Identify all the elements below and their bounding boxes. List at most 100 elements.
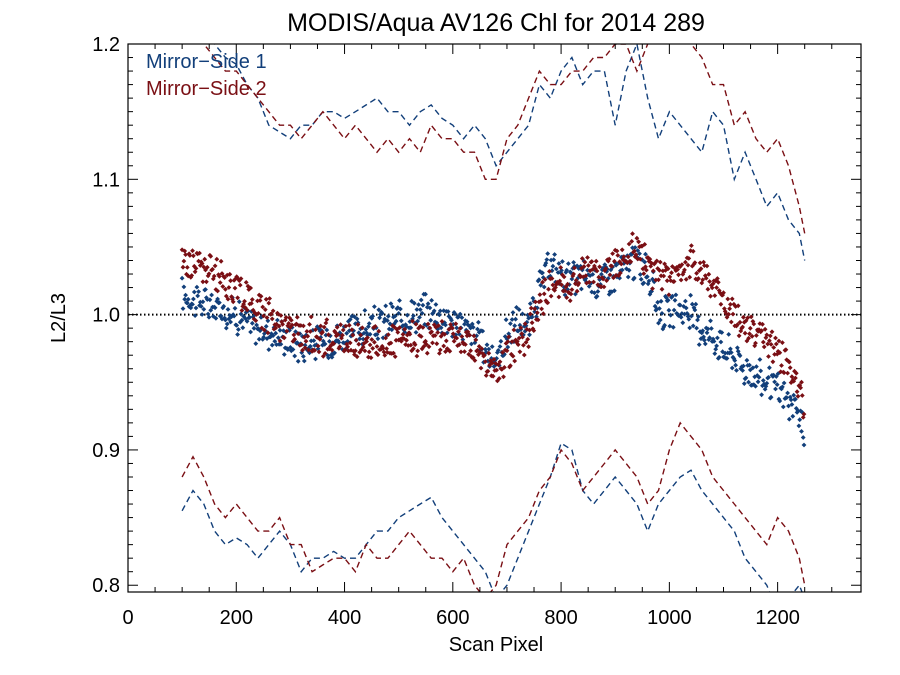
series-2-point bbox=[794, 389, 800, 395]
series-2-point bbox=[302, 345, 308, 351]
series-2-point bbox=[625, 254, 631, 260]
series-1-point bbox=[433, 302, 439, 307]
series-2-point bbox=[270, 308, 276, 314]
series-2-point bbox=[611, 275, 616, 281]
series-2-point bbox=[633, 252, 639, 258]
series-1-point bbox=[194, 284, 200, 290]
series-2-point bbox=[411, 346, 416, 352]
series-2-point bbox=[385, 332, 391, 337]
series-2-point bbox=[643, 264, 648, 270]
series-1-point bbox=[551, 257, 557, 263]
series-1-point bbox=[726, 332, 732, 337]
series-1-point bbox=[396, 311, 402, 316]
series-2-point bbox=[647, 256, 653, 262]
series-2-point bbox=[747, 331, 752, 337]
series-1-point bbox=[774, 382, 780, 387]
series-2-point bbox=[483, 373, 489, 378]
series-1-point bbox=[381, 319, 387, 325]
series-1-point bbox=[657, 317, 663, 323]
series-1-point bbox=[786, 416, 792, 422]
series-2-point bbox=[217, 274, 222, 279]
series-1-point bbox=[217, 300, 222, 305]
series-2-point bbox=[754, 333, 759, 338]
series-2-point bbox=[482, 352, 487, 358]
x-tick-label: 1000 bbox=[647, 607, 692, 629]
series-1-point bbox=[642, 259, 648, 265]
series-2-point bbox=[425, 321, 431, 327]
series-1-point bbox=[689, 301, 695, 307]
series-2-point bbox=[540, 279, 545, 285]
series-1-point bbox=[218, 313, 224, 319]
series-2-point bbox=[308, 314, 314, 320]
series-1-point bbox=[635, 248, 641, 253]
series-2-point bbox=[686, 256, 692, 261]
series-2-point bbox=[353, 348, 358, 354]
series-1-point bbox=[696, 314, 701, 319]
series-2-point bbox=[535, 317, 541, 323]
series-2-point bbox=[641, 271, 647, 276]
series-2-point bbox=[391, 350, 396, 356]
series-1-point bbox=[195, 293, 201, 299]
series-1-point bbox=[190, 302, 195, 307]
series-2-point bbox=[527, 311, 533, 317]
series-1-point bbox=[637, 272, 643, 277]
series-1-point bbox=[417, 315, 422, 320]
axis-ticks: 0 200 400 600 800 1000 1200 0.8 0.9 1.0 1.1 1.2 bbox=[92, 34, 861, 629]
series-2-point bbox=[578, 274, 583, 280]
series-1-point bbox=[208, 307, 214, 313]
series-2-point bbox=[777, 350, 783, 356]
series-1-point bbox=[672, 297, 678, 303]
series-2-point bbox=[404, 337, 409, 343]
series-2-point bbox=[350, 332, 356, 338]
series-2-point bbox=[451, 338, 457, 344]
series-1-point bbox=[764, 380, 770, 386]
series-1-point bbox=[655, 299, 661, 305]
series-2-point bbox=[706, 271, 712, 277]
series-1-point bbox=[550, 263, 556, 269]
series-1-point bbox=[188, 305, 194, 311]
series-1-point bbox=[527, 332, 532, 338]
series-1-point bbox=[437, 308, 443, 314]
series-2-point bbox=[525, 336, 531, 342]
series-2-point bbox=[485, 368, 491, 374]
series-2-point bbox=[349, 327, 355, 333]
series-1-point bbox=[193, 305, 199, 311]
series-2-point bbox=[294, 314, 300, 320]
series-1-point bbox=[495, 348, 501, 353]
x-tick-label: 400 bbox=[328, 607, 361, 629]
series-1-point bbox=[181, 284, 187, 290]
series-2-point bbox=[208, 253, 214, 259]
series-2-point bbox=[287, 315, 292, 321]
series-1-point bbox=[370, 313, 376, 319]
series-2-point bbox=[426, 344, 432, 350]
series-2-point bbox=[692, 260, 698, 265]
series-1-point bbox=[704, 330, 710, 336]
series-1-point bbox=[619, 267, 625, 273]
series-2-point bbox=[253, 318, 259, 323]
series-2-point bbox=[189, 273, 195, 278]
series-1-point bbox=[744, 357, 750, 363]
series-2-point bbox=[785, 370, 790, 376]
series-2-point bbox=[197, 250, 202, 256]
series-2-point bbox=[517, 349, 523, 355]
series-2-point bbox=[760, 339, 766, 345]
series-1-point bbox=[556, 261, 562, 266]
series-1-point bbox=[780, 404, 786, 410]
series-2-point bbox=[424, 350, 430, 356]
series-1-point bbox=[688, 292, 693, 298]
series-2-point bbox=[289, 322, 295, 328]
series-2-point bbox=[628, 259, 634, 265]
series-2-point bbox=[586, 279, 592, 285]
series-2-point bbox=[597, 264, 602, 270]
series-2-point bbox=[190, 248, 195, 254]
series-1-point bbox=[686, 316, 692, 322]
series-2-point bbox=[238, 276, 244, 281]
series-1-point bbox=[438, 325, 444, 331]
series-1-point bbox=[272, 338, 278, 344]
series-1-point bbox=[801, 442, 807, 448]
series-2-point bbox=[793, 375, 798, 381]
series-2-point bbox=[217, 280, 223, 285]
series-1-point bbox=[654, 306, 660, 312]
series-2-point bbox=[450, 325, 455, 331]
series-1-point bbox=[701, 334, 706, 340]
